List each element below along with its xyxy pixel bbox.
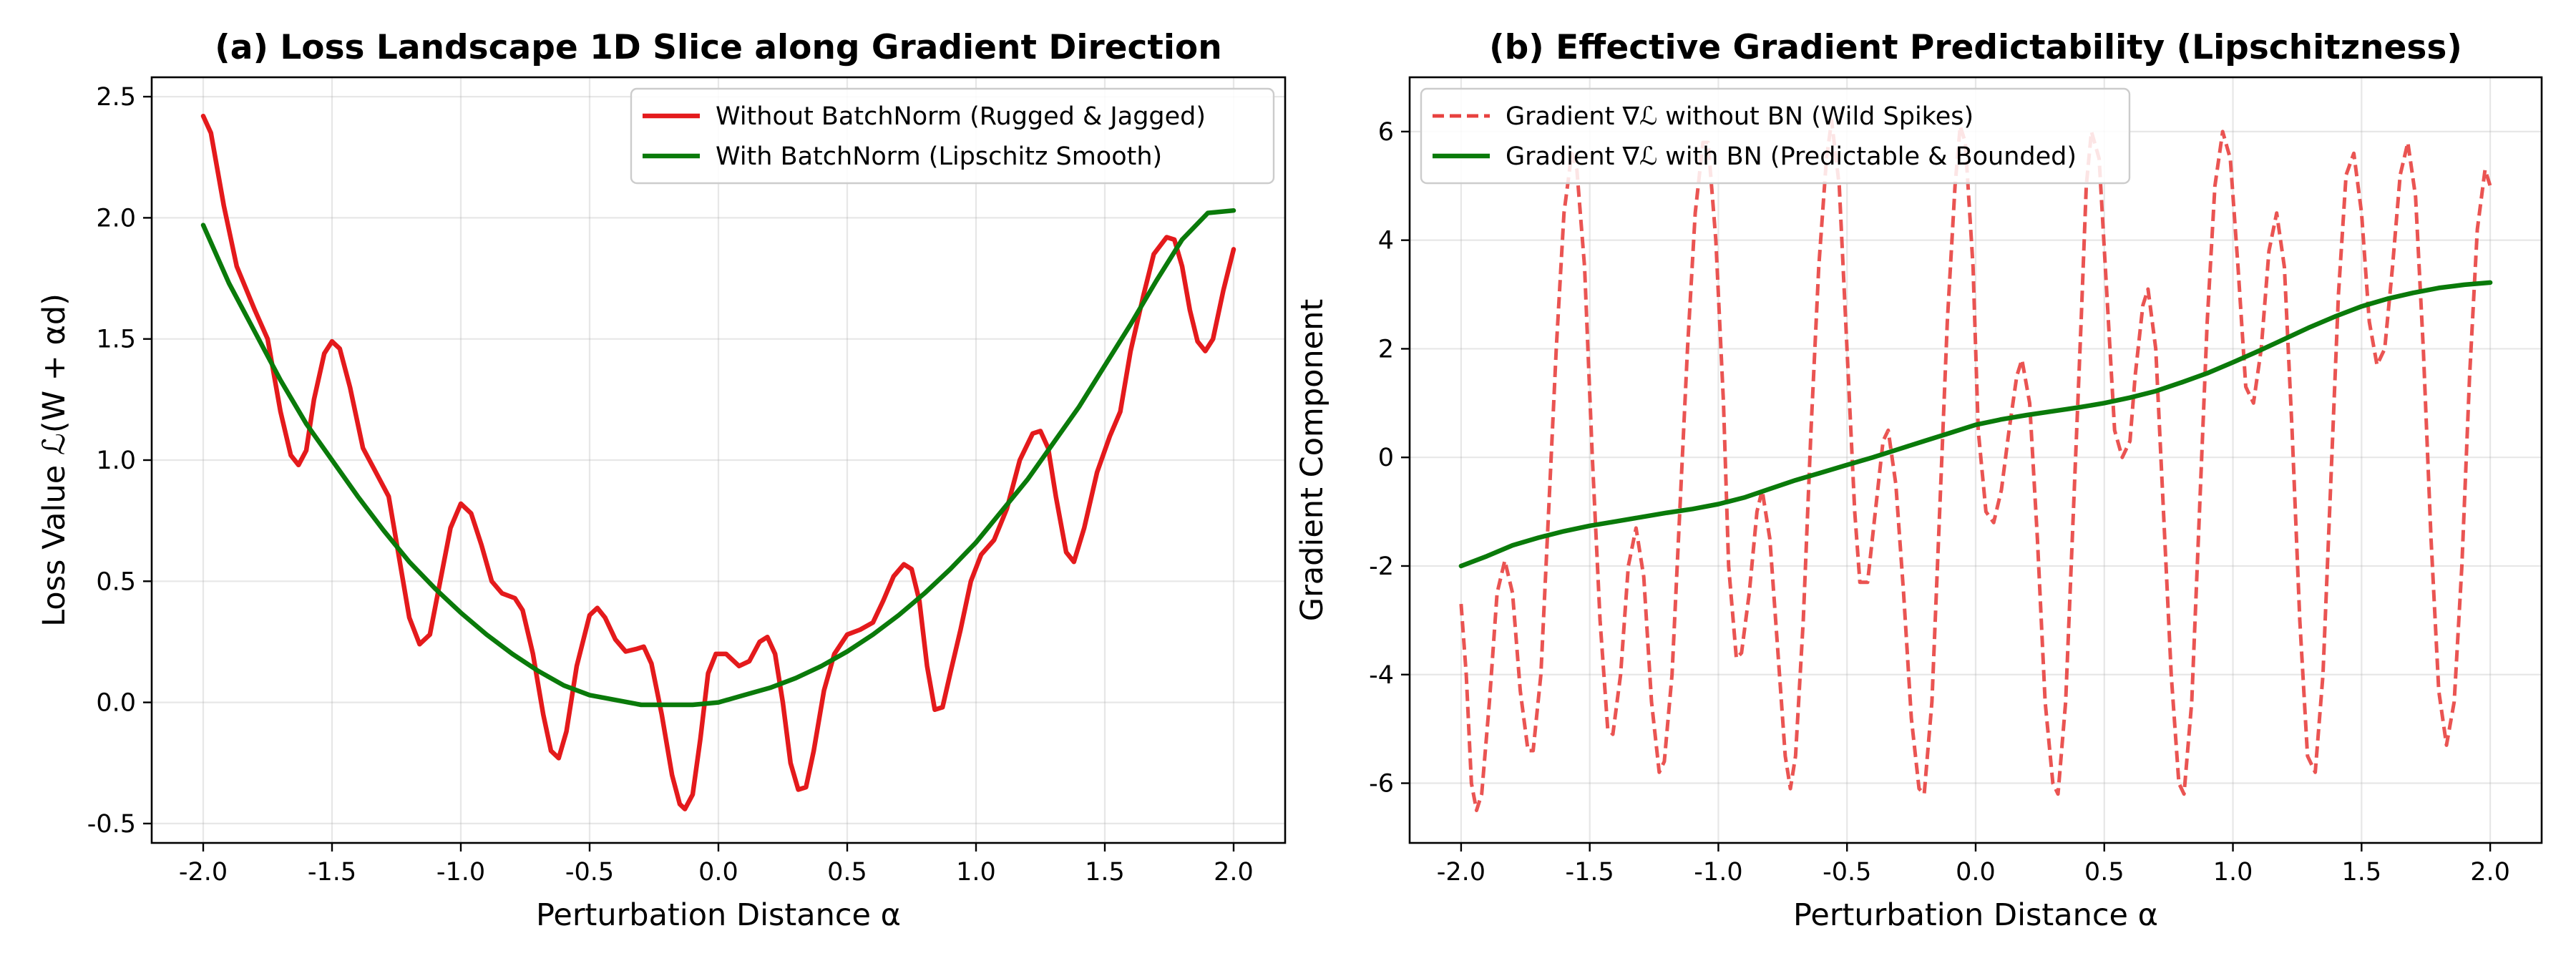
x-axis-label: Perturbation Distance α [1793, 897, 2158, 933]
x-tick-label: -0.5 [565, 858, 614, 887]
x-tick-label: 0.5 [2084, 858, 2124, 887]
legend-entry-label: With BatchNorm (Lipschitz Smooth) [716, 142, 1162, 171]
x-tick-label: -1.5 [308, 858, 356, 887]
panel-a: -2.0 -1.5 -1.0 -0.5 0.0 0.5 1.0 1.5 2.0 -0.5 0.0 0.… [36, 28, 1287, 933]
x-tick-label: 2.0 [2470, 858, 2510, 887]
legend-box [1420, 87, 2131, 185]
y-tick-label: -2 [1369, 552, 1394, 581]
y-tick-label: 4 [1378, 227, 1394, 255]
y-tick-label: 2 [1378, 335, 1394, 364]
series-line-1 [1458, 280, 2493, 569]
grid [152, 77, 1285, 843]
legend-box [630, 87, 1275, 185]
x-tick-label: -0.5 [1823, 858, 1871, 887]
y-axis-label: Loss Value ℒ(W + αd) [36, 293, 72, 627]
series-line-0 [200, 113, 1236, 811]
legend-entry-label: Without BatchNorm (Rugged & Jagged) [716, 102, 1206, 131]
legend: Gradient ∇ℒ without BN (Wild Spikes) Grad… [1420, 87, 2131, 185]
y-tick-label: 2.5 [96, 83, 136, 112]
legend-entry-label: Gradient ∇ℒ without BN (Wild Spikes) [1506, 102, 1974, 131]
x-axis-label: Perturbation Distance α [536, 897, 901, 933]
x-tick-label: 1.5 [1085, 858, 1125, 887]
y-tick-label: 0.0 [96, 689, 136, 718]
series-line-1 [200, 208, 1236, 708]
y-tick-label: 6 [1378, 118, 1394, 147]
y-tick-label: -6 [1369, 770, 1394, 799]
y-tick-label: 2.0 [96, 204, 136, 233]
panel-b: -2.0 -1.5 -1.0 -0.5 0.0 0.5 1.0 1.5 2.0 -6 -4 -2 0 2 4… [1294, 28, 2543, 933]
series-group [200, 113, 1236, 811]
y-tick-label: 0.5 [96, 567, 136, 596]
x-tick-label: 0.0 [698, 858, 738, 887]
y-tick-label: -0.5 [87, 810, 136, 839]
x-tick-label: 1.0 [2213, 858, 2253, 887]
x-tick-label: -2.0 [179, 858, 228, 887]
x-tick-label: 2.0 [1214, 858, 1254, 887]
x-tick-label: 1.5 [2341, 858, 2381, 887]
y-tick-label: 1.0 [96, 447, 136, 475]
x-tick-label: 1.0 [956, 858, 996, 887]
legend: Without BatchNorm (Rugged & Jagged) With … [630, 87, 1275, 185]
x-tick-label: -1.0 [436, 858, 485, 887]
x-tick-label: -2.0 [1437, 858, 1485, 887]
x-tick-label: -1.5 [1566, 858, 1614, 887]
y-axis-label: Gradient Component [1294, 299, 1330, 621]
chart-title: (a) Loss Landscape 1D Slice along Gradie… [215, 28, 1221, 67]
x-tick-label: 0.5 [827, 858, 867, 887]
chart-title: (b) Effective Gradient Predictability (L… [1489, 28, 2462, 67]
y-tick-label: -4 [1369, 661, 1394, 690]
y-tick-label: 0 [1378, 444, 1394, 472]
x-tick-label: 0.0 [1956, 858, 1996, 887]
x-tick-label: -1.0 [1694, 858, 1742, 887]
y-tick-label: 1.5 [96, 326, 136, 354]
grid [1410, 77, 2542, 843]
legend-entry-label: Gradient ∇ℒ with BN (Predictable & Bound… [1506, 142, 2077, 171]
